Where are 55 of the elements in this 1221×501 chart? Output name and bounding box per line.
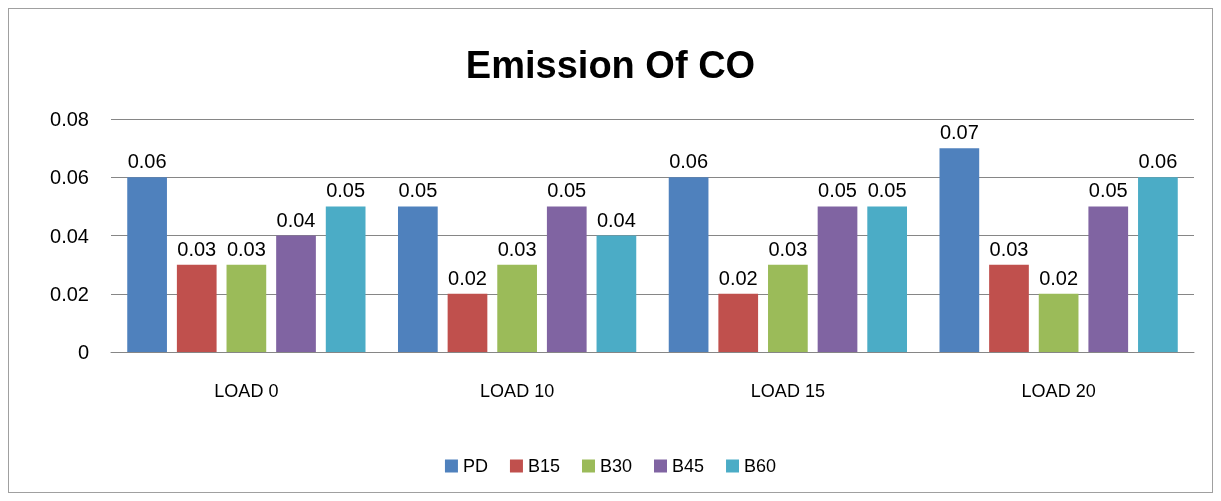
legend-label: B30: [599, 456, 633, 476]
x-tick-label: LOAD 0: [214, 381, 279, 401]
y-tick-label: 0: [77, 341, 89, 363]
legend-label: PD: [462, 456, 488, 476]
data-label: 0.03: [989, 237, 1029, 260]
data-label: 0.07: [939, 121, 979, 144]
data-label: 0.06: [127, 150, 167, 173]
chart-title: Emission Of CO: [465, 44, 756, 86]
bar: [546, 206, 587, 352]
data-label: 0.06: [1138, 150, 1178, 173]
data-label: 0.05: [547, 179, 587, 202]
bar: [398, 206, 438, 352]
y-tick-label: 0.02: [50, 282, 89, 305]
data-label: 0.05: [818, 179, 857, 202]
bar: [1138, 177, 1178, 352]
bar: [989, 264, 1029, 352]
x-tick-label: LOAD 10: [480, 381, 555, 401]
bar: [939, 148, 980, 352]
bar: [325, 206, 366, 352]
y-tick-label: 0.08: [50, 108, 89, 130]
data-label: 0.05: [398, 179, 438, 202]
bar: [867, 206, 908, 352]
bar: [176, 264, 217, 352]
data-label: 0.02: [1039, 266, 1079, 289]
x-tick-label: LOAD 15: [750, 381, 825, 401]
y-tick-label: 0.06: [50, 166, 89, 189]
data-label: 0.02: [718, 266, 758, 289]
legend-label: B15: [527, 456, 560, 476]
bar: [596, 235, 637, 352]
data-label: 0.05: [1088, 179, 1128, 202]
data-label: 0.03: [226, 237, 266, 260]
legend-label: B45: [672, 456, 705, 476]
bar: [127, 177, 167, 352]
bar: [497, 264, 537, 352]
data-label: 0.03: [768, 237, 808, 260]
data-label: 0.05: [867, 179, 907, 202]
x-tick-label: LOAD 20: [1021, 381, 1096, 401]
bar: [668, 177, 709, 352]
data-label: 0.03: [497, 237, 537, 260]
data-label: 0.04: [596, 208, 636, 231]
bar: [768, 264, 808, 352]
data-label: 0.06: [669, 150, 709, 173]
bar: [1038, 293, 1079, 352]
data-label: 0.03: [177, 237, 217, 260]
bar: [276, 235, 316, 352]
bar: [718, 293, 759, 352]
bar: [447, 293, 488, 352]
bar: [817, 206, 858, 352]
data-label: 0.05: [326, 179, 366, 202]
data-label: 0.04: [276, 208, 316, 231]
legend-label: B60: [744, 456, 777, 476]
bar: [1088, 206, 1129, 352]
data-label: 0.02: [448, 266, 487, 289]
y-tick-label: 0.04: [50, 224, 89, 247]
bar: [226, 264, 267, 352]
